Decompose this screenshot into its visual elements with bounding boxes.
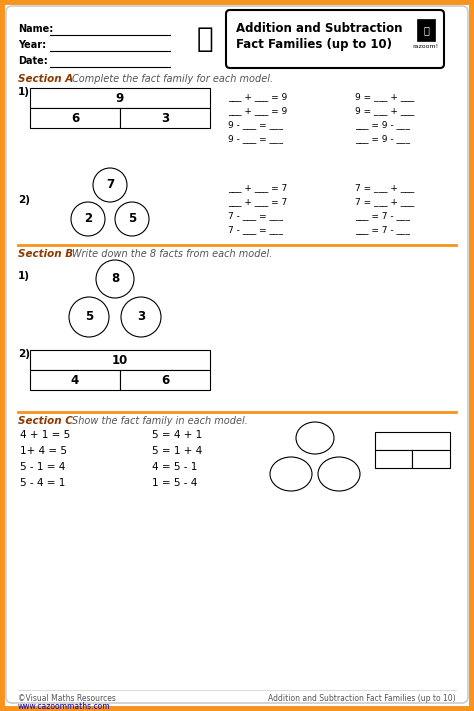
Text: Year:: Year: (18, 40, 46, 50)
Text: 1): 1) (18, 271, 30, 281)
Text: 1+ 4 = 5: 1+ 4 = 5 (20, 446, 67, 456)
Text: Addition and Subtraction: Addition and Subtraction (236, 22, 402, 35)
Text: ___ + ___ = 7: ___ + ___ = 7 (228, 183, 287, 192)
FancyBboxPatch shape (6, 6, 468, 703)
Text: 5: 5 (85, 311, 93, 324)
Circle shape (69, 297, 109, 337)
Bar (30, 108, 120, 128)
Text: Section A: Section A (18, 74, 73, 84)
Text: ___ = 9 - ___: ___ = 9 - ___ (355, 134, 410, 143)
Circle shape (71, 202, 105, 236)
Text: Addition and Subtraction Fact Families (up to 10): Addition and Subtraction Fact Families (… (268, 694, 456, 703)
Text: 2): 2) (18, 195, 30, 205)
Circle shape (93, 168, 127, 202)
Text: 7 - ___ = ___: 7 - ___ = ___ (228, 211, 283, 220)
Bar (30, 370, 120, 390)
Text: 2: 2 (84, 213, 92, 225)
Text: 5 = 1 + 4: 5 = 1 + 4 (152, 446, 202, 456)
Text: Complete the fact family for each model.: Complete the fact family for each model. (72, 74, 273, 84)
Text: 8: 8 (111, 272, 119, 286)
Text: 9: 9 (116, 92, 124, 105)
Ellipse shape (318, 457, 360, 491)
Text: Fact Families (up to 10): Fact Families (up to 10) (236, 38, 392, 51)
Ellipse shape (270, 457, 312, 491)
Text: 3: 3 (161, 112, 169, 124)
Text: Name:: Name: (18, 24, 53, 34)
Text: Date:: Date: (18, 56, 48, 66)
Text: Section B: Section B (18, 249, 73, 259)
Bar (120, 108, 210, 128)
Text: ___ + ___ = 9: ___ + ___ = 9 (228, 92, 287, 101)
Text: Write down the 8 facts from each model.: Write down the 8 facts from each model. (72, 249, 273, 259)
Text: razoom!: razoom! (413, 44, 439, 49)
Text: ___ + ___ = 7: ___ + ___ = 7 (228, 197, 287, 206)
Text: 6: 6 (161, 373, 169, 387)
Text: 5: 5 (128, 213, 136, 225)
Text: 4: 4 (71, 373, 79, 387)
Text: ___ = 7 - ___: ___ = 7 - ___ (355, 225, 410, 234)
Text: Section C: Section C (18, 416, 73, 426)
Circle shape (96, 260, 134, 298)
Text: ⏳: ⏳ (423, 25, 429, 35)
Circle shape (121, 297, 161, 337)
Text: 5 - 1 = 4: 5 - 1 = 4 (20, 462, 65, 472)
Text: ___ + ___ = 9: ___ + ___ = 9 (228, 106, 287, 115)
Text: 9 - ___ = ___: 9 - ___ = ___ (228, 120, 283, 129)
Text: 7 - ___ = ___: 7 - ___ = ___ (228, 225, 283, 234)
Bar (412, 450, 450, 468)
Bar (120, 370, 210, 390)
Text: www.cazoommaths.com: www.cazoommaths.com (18, 702, 110, 711)
Text: ©Visual Maths Resources: ©Visual Maths Resources (18, 694, 116, 703)
Text: 🤪: 🤪 (197, 25, 213, 53)
Bar (30, 350, 210, 370)
Text: 1 = 5 - 4: 1 = 5 - 4 (152, 478, 197, 488)
Text: 4 + 1 = 5: 4 + 1 = 5 (20, 430, 70, 440)
Text: 5 = 4 + 1: 5 = 4 + 1 (152, 430, 202, 440)
Text: 1): 1) (18, 87, 30, 97)
Ellipse shape (296, 422, 334, 454)
Bar (375, 432, 450, 450)
Text: ___ = 7 - ___: ___ = 7 - ___ (355, 211, 410, 220)
Text: 5 - 4 = 1: 5 - 4 = 1 (20, 478, 65, 488)
Bar (375, 450, 412, 468)
Text: 9 = ___ + ___: 9 = ___ + ___ (355, 106, 414, 115)
FancyBboxPatch shape (226, 10, 444, 68)
Text: 7 = ___ + ___: 7 = ___ + ___ (355, 183, 414, 192)
Text: 10: 10 (112, 353, 128, 366)
Text: ___ = 9 - ___: ___ = 9 - ___ (355, 120, 410, 129)
Text: 2): 2) (18, 349, 30, 359)
Text: 4 = 5 - 1: 4 = 5 - 1 (152, 462, 197, 472)
Bar (30, 88, 210, 108)
Circle shape (115, 202, 149, 236)
Text: 9 - ___ = ___: 9 - ___ = ___ (228, 134, 283, 143)
Text: 7 = ___ + ___: 7 = ___ + ___ (355, 197, 414, 206)
Text: Show the fact family in each model.: Show the fact family in each model. (72, 416, 248, 426)
Text: 7: 7 (106, 178, 114, 191)
FancyBboxPatch shape (417, 19, 435, 41)
Text: 3: 3 (137, 311, 145, 324)
Text: 9 = ___ + ___: 9 = ___ + ___ (355, 92, 414, 101)
Text: 6: 6 (71, 112, 79, 124)
